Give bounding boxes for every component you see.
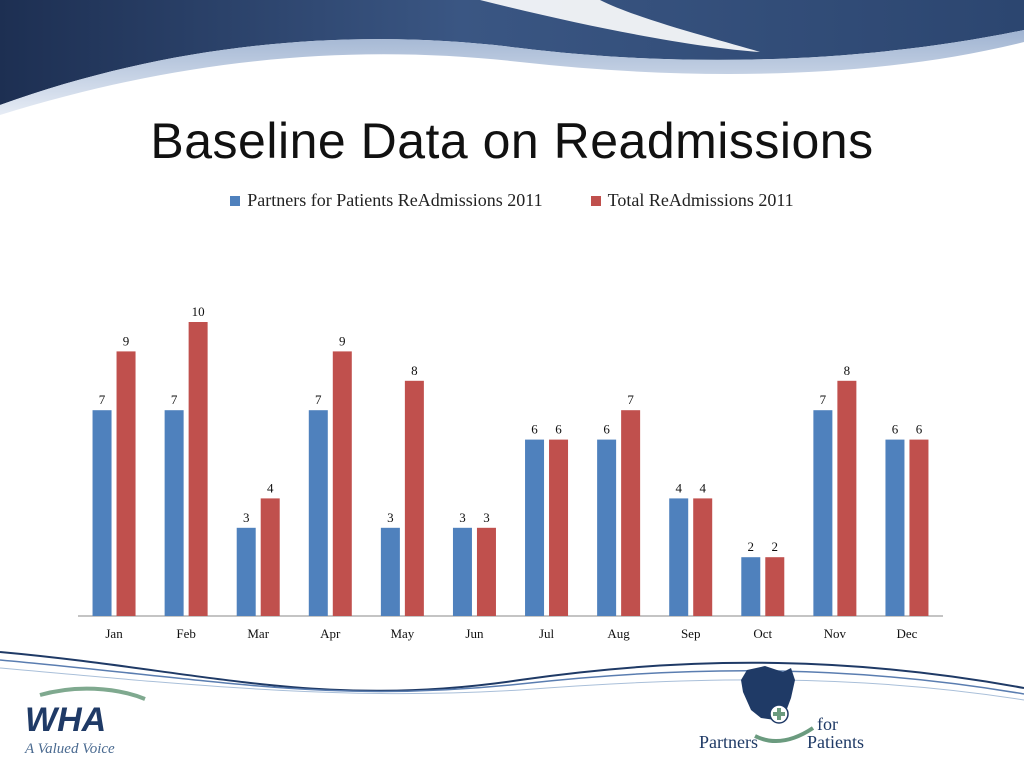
partners-for-patients-logo: for Partners Patients (699, 666, 864, 752)
data-label-feb-series-2: 10 (192, 304, 205, 319)
bar-may-series-1 (380, 527, 400, 616)
data-label-aug-series-1: 6 (603, 422, 610, 437)
bar-oct-series-2 (765, 557, 785, 616)
x-tick-label-feb: Feb (176, 626, 196, 641)
bar-dec-series-1 (885, 439, 905, 616)
data-label-may-series-2: 8 (411, 363, 418, 378)
slide-title: Baseline Data on Readmissions (150, 113, 874, 169)
bar-jan-series-1 (92, 410, 112, 616)
wha-logo-mark: WHA (25, 701, 106, 739)
bar-mar-series-1 (236, 527, 256, 616)
legend-item-series-1: Partners for Patients ReAdmissions 2011 (230, 190, 543, 211)
chart-legend: Partners for Patients ReAdmissions 2011 … (0, 190, 1024, 211)
x-tick-label-jan: Jan (105, 626, 123, 641)
legend-swatch-series-1 (230, 195, 241, 206)
logo-partners-text: Partners (699, 732, 758, 752)
legend-item-series-2: Total ReAdmissions 2011 (590, 190, 794, 211)
health-cross-icon (769, 704, 789, 724)
x-tick-label-jul: Jul (539, 626, 555, 641)
x-tick-label-dec: Dec (896, 626, 917, 641)
bar-apr-series-1 (308, 410, 328, 616)
bar-jan-series-2 (116, 351, 136, 616)
bar-aug-series-2 (621, 410, 641, 616)
legend-swatch-series-2 (590, 195, 601, 206)
data-label-jul-series-2: 6 (555, 422, 562, 437)
data-label-mar-series-2: 4 (267, 480, 274, 495)
data-label-jan-series-1: 7 (99, 392, 106, 407)
x-tick-label-aug: Aug (607, 626, 630, 641)
data-label-apr-series-2: 9 (339, 333, 346, 348)
data-label-jun-series-2: 3 (483, 510, 490, 525)
bar-jul-series-1 (525, 439, 545, 616)
bar-feb-series-2 (188, 322, 208, 616)
x-tick-label-apr: Apr (320, 626, 341, 641)
wha-logo: WHA A Valued Voice (24, 686, 146, 757)
wha-logo-tagline: A Valued Voice (24, 741, 115, 757)
bar-mar-series-2 (260, 498, 280, 616)
data-label-jan-series-2: 9 (123, 333, 130, 348)
footer-swoosh-decoration (0, 651, 1024, 701)
bar-nov-series-1 (813, 410, 833, 616)
data-label-jun-series-1: 3 (459, 510, 466, 525)
x-tick-label-nov: Nov (824, 626, 847, 641)
bar-jul-series-2 (549, 439, 569, 616)
data-label-sep-series-2: 4 (699, 480, 706, 495)
data-label-dec-series-1: 6 (892, 422, 899, 437)
x-tick-label-mar: Mar (247, 626, 269, 641)
data-label-aug-series-2: 7 (627, 392, 634, 407)
data-label-oct-series-2: 2 (772, 539, 779, 554)
bar-aug-series-1 (597, 439, 617, 616)
x-tick-label-oct: Oct (753, 626, 772, 641)
data-label-may-series-1: 3 (387, 510, 394, 525)
legend-label-series-1: Partners for Patients ReAdmissions 2011 (247, 190, 543, 210)
data-label-nov-series-2: 8 (844, 363, 851, 378)
x-tick-label-jun: Jun (465, 626, 484, 641)
logo-patients-text: Patients (807, 732, 864, 752)
readmissions-bar-chart: 7 9 Jan 7 10 Feb 3 4 Mar 7 9 Apr 3 8 May 3 3 Jun 6 6 Jul 6 7 Au… (78, 304, 943, 641)
logo-for-text: for (817, 714, 838, 734)
data-label-apr-series-1: 7 (315, 392, 322, 407)
bar-jun-series-2 (476, 527, 496, 616)
bar-sep-series-2 (693, 498, 713, 616)
data-label-mar-series-1: 3 (243, 510, 250, 525)
bar-feb-series-1 (164, 410, 184, 616)
bar-dec-series-2 (909, 439, 929, 616)
x-tick-label-sep: Sep (681, 626, 701, 641)
bar-apr-series-2 (332, 351, 352, 616)
legend-label-series-2: Total ReAdmissions 2011 (607, 190, 794, 210)
data-label-feb-series-1: 7 (171, 392, 178, 407)
bar-sep-series-1 (669, 498, 689, 616)
bar-jun-series-1 (452, 527, 472, 616)
data-label-dec-series-2: 6 (916, 422, 923, 437)
header-wave-decoration (0, 0, 1024, 115)
bar-oct-series-1 (741, 557, 761, 616)
data-label-nov-series-1: 7 (820, 392, 827, 407)
x-tick-label-may: May (390, 626, 414, 641)
data-label-jul-series-1: 6 (531, 422, 538, 437)
bar-may-series-2 (404, 380, 424, 616)
data-label-sep-series-1: 4 (675, 480, 682, 495)
bar-nov-series-2 (837, 380, 857, 616)
data-label-oct-series-1: 2 (748, 539, 755, 554)
